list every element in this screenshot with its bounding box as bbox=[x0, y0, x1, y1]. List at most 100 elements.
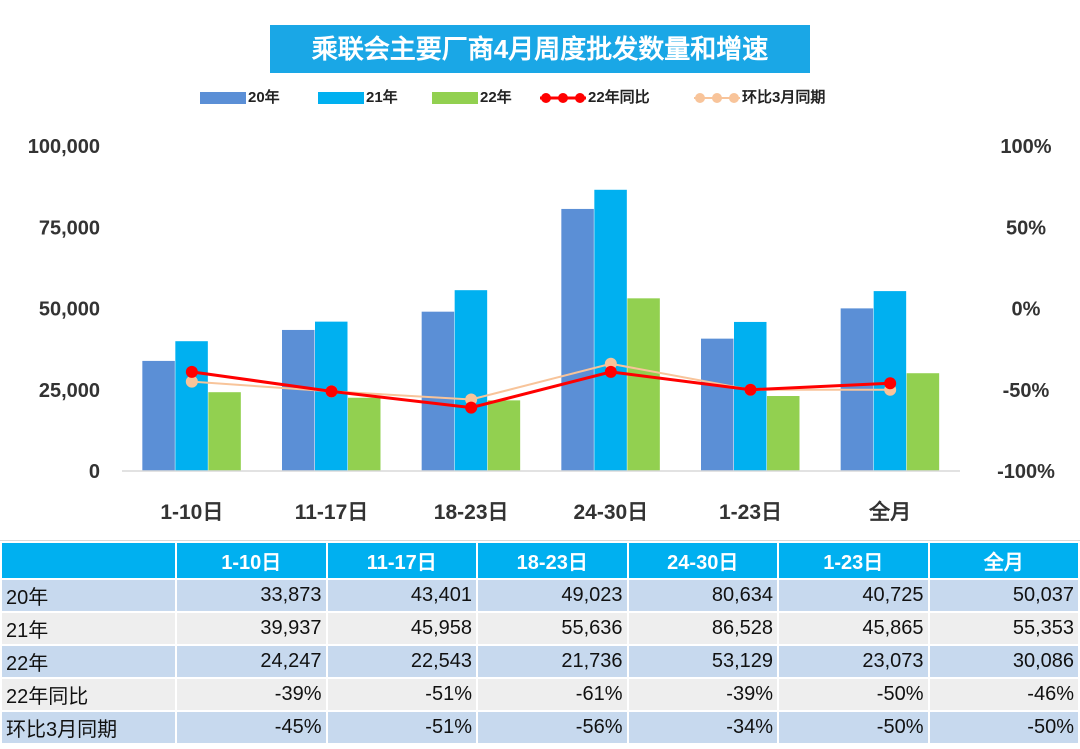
table-cell: 49,023 bbox=[476, 578, 629, 613]
table-row-label: 20年 bbox=[0, 578, 177, 613]
data-table: 1-10日 11-17日 18-23日 24-30日 1-23日 全月 20年 3… bbox=[0, 541, 1080, 745]
chart-plot: 0 25,000 50,000 75,000 100,000 -100% -50% 0% 50… bbox=[28, 136, 1055, 524]
y-right-tick-label: 100% bbox=[1000, 136, 1051, 158]
y-right-tick-label: 0% bbox=[1012, 299, 1041, 321]
table-cell: -50% bbox=[777, 677, 930, 712]
table-row: 22年同比 -39% -51% -61% -39% -50% -46% bbox=[0, 677, 1080, 712]
table-cell: 86,528 bbox=[626, 611, 779, 646]
bar-21年-1-23日 bbox=[734, 321, 767, 471]
chart-legend: 20年 21年 22年 22年同比 环比3月同期 bbox=[200, 87, 900, 109]
line-22年同比 bbox=[191, 370, 891, 410]
table-row: 22年 24,247 22,543 21,736 53,129 23,073 30,086 bbox=[0, 644, 1080, 679]
point-22年同比-18-23日 bbox=[465, 401, 478, 414]
legend-swatch-21 bbox=[318, 92, 364, 105]
table-cell: 45,865 bbox=[777, 611, 930, 646]
table-cell: 23,073 bbox=[777, 644, 930, 679]
table-cell: 33,873 bbox=[175, 578, 328, 613]
point-22年同比-1-23日 bbox=[744, 383, 757, 396]
table-header-cell: 11-17日 bbox=[325, 541, 478, 580]
table-cell: 40,725 bbox=[777, 578, 930, 613]
table-cell: 80,634 bbox=[626, 578, 779, 613]
y-left-tick-label: 75,000 bbox=[39, 217, 100, 239]
table-row-label: 环比3月同期 bbox=[0, 710, 177, 745]
bar-22年-11-17日 bbox=[348, 397, 381, 471]
legend-item-22: 22年 bbox=[432, 87, 512, 109]
table-row-label: 21年 bbox=[0, 611, 177, 646]
bar-22年-24-30日 bbox=[627, 298, 660, 471]
bar-22年-18-23日 bbox=[487, 400, 521, 471]
table-cell: -50% bbox=[927, 710, 1080, 745]
table-cell: 50,037 bbox=[927, 578, 1080, 613]
table-row: 环比3月同期 -45% -51% -56% -34% -50% -50% bbox=[0, 710, 1080, 745]
y-right-tick-label: -100% bbox=[997, 461, 1055, 483]
y-left-tick-label: 25,000 bbox=[39, 380, 100, 402]
table-header-cell: 全月 bbox=[927, 541, 1080, 580]
x-category-label: 24-30日 bbox=[573, 501, 648, 524]
legend-label-mom: 环比3月同期 bbox=[742, 89, 826, 106]
x-category-label: 1-10日 bbox=[160, 501, 223, 524]
table-header-cell bbox=[0, 541, 177, 580]
table-cell: 39,937 bbox=[175, 611, 328, 646]
legend-item-20: 20年 bbox=[200, 87, 280, 109]
chart-area: 乘联会主要厂商4月周度批发数量和增速 20年 21年 22年 22年同比 bbox=[0, 25, 1080, 541]
legend-label-20: 20年 bbox=[248, 89, 280, 106]
bar-22年-全月 bbox=[906, 373, 940, 471]
table-header-cell: 18-23日 bbox=[476, 541, 629, 580]
table-cell: -34% bbox=[626, 710, 779, 745]
table-row-label: 22年同比 bbox=[0, 677, 177, 712]
point-22年同比-全月 bbox=[884, 377, 897, 390]
legend-label-21: 21年 bbox=[366, 89, 398, 106]
legend-swatch-22 bbox=[432, 92, 478, 105]
bar-22年-1-10日 bbox=[208, 392, 241, 471]
table-cell: -56% bbox=[476, 710, 629, 745]
x-category-label: 1-23日 bbox=[719, 501, 782, 524]
y-left-tick-label: 50,000 bbox=[39, 299, 100, 321]
bar-20年-1-10日 bbox=[142, 360, 175, 471]
y-right-tick-label: -50% bbox=[1003, 380, 1050, 402]
table-cell: -51% bbox=[325, 677, 478, 712]
table-cell: -45% bbox=[175, 710, 328, 745]
table-cell: -61% bbox=[476, 677, 629, 712]
bar-21年-1-10日 bbox=[175, 341, 208, 471]
table-header-cell: 24-30日 bbox=[626, 541, 779, 580]
table-cell: 22,543 bbox=[325, 644, 478, 679]
legend-swatch-20 bbox=[200, 92, 246, 105]
y-left-tick-label: 100,000 bbox=[28, 136, 100, 158]
table-cell: -39% bbox=[626, 677, 779, 712]
table-header-cell: 1-10日 bbox=[175, 541, 328, 580]
table-header-row: 1-10日 11-17日 18-23日 24-30日 1-23日 全月 bbox=[0, 541, 1080, 580]
bar-22年-1-23日 bbox=[767, 396, 800, 471]
table-row-label: 22年 bbox=[0, 644, 177, 679]
table-cell: 24,247 bbox=[175, 644, 328, 679]
table-cell: -50% bbox=[777, 710, 930, 745]
x-category-label: 全月 bbox=[868, 500, 911, 524]
x-category-label: 11-17日 bbox=[295, 501, 369, 524]
table-cell: -46% bbox=[927, 677, 1080, 712]
table-row: 21年 39,937 45,958 55,636 86,528 45,865 55,353 bbox=[0, 611, 1080, 646]
table-cell: 55,636 bbox=[476, 611, 629, 646]
table-cell: -51% bbox=[325, 710, 478, 745]
point-22年同比-24-30日 bbox=[604, 365, 617, 378]
bar-20年-11-17日 bbox=[282, 329, 315, 471]
table-cell: 45,958 bbox=[325, 611, 478, 646]
legend-item-mom: 环比3月同期 bbox=[694, 87, 825, 109]
x-category-label: 18-23日 bbox=[434, 501, 509, 524]
bar-21年-24-30日 bbox=[594, 189, 627, 471]
legend-line-mom bbox=[694, 93, 740, 104]
y-right-tick-label: 50% bbox=[1006, 217, 1046, 239]
legend-item-22-yoy: 22年同比 bbox=[540, 87, 650, 109]
bar-20年-24-30日 bbox=[561, 208, 594, 471]
table-cell: 21,736 bbox=[476, 644, 629, 679]
table-row: 20年 33,873 43,401 49,023 80,634 40,725 50,037 bbox=[0, 578, 1080, 613]
legend-label-22: 22年 bbox=[480, 89, 512, 106]
table-cell: -39% bbox=[175, 677, 328, 712]
bar-20年-1-23日 bbox=[701, 338, 734, 471]
chart-title: 乘联会主要厂商4月周度批发数量和增速 bbox=[270, 25, 810, 73]
point-环比3月同期-1-10日 bbox=[185, 375, 198, 388]
table-cell: 55,353 bbox=[927, 611, 1080, 646]
table-cell: 53,129 bbox=[626, 644, 779, 679]
legend-item-21: 21年 bbox=[318, 87, 398, 109]
bar-20年-18-23日 bbox=[421, 311, 455, 471]
table-cell: 30,086 bbox=[927, 644, 1080, 679]
y-left-tick-label: 0 bbox=[89, 461, 100, 483]
